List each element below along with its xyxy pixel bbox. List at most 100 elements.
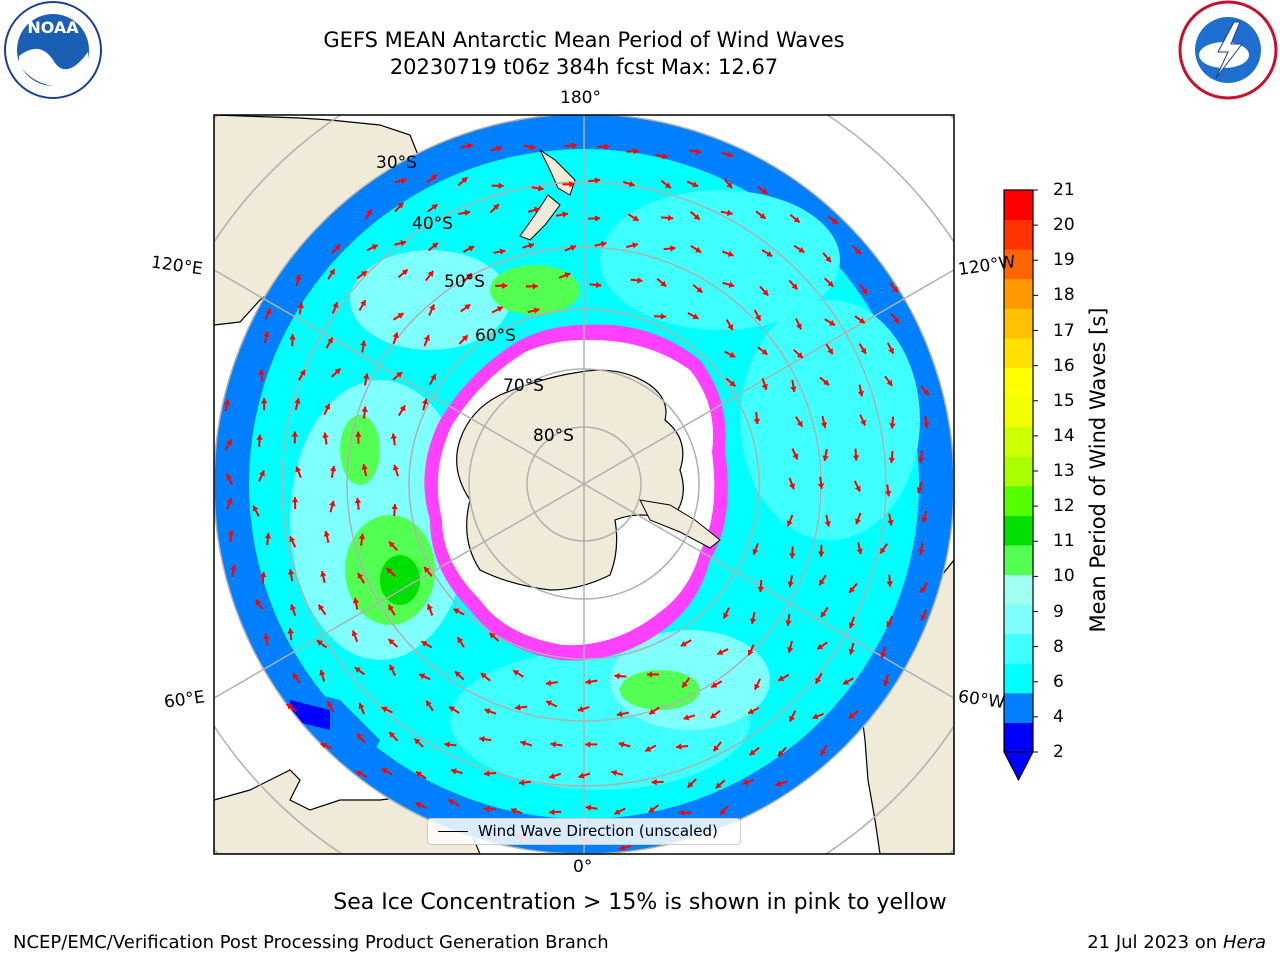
wind-wave-arrowhead [287, 628, 294, 634]
wind-wave-arrowhead [715, 782, 722, 789]
wind-wave-arrowhead [493, 204, 499, 211]
wind-wave-arrowhead [824, 521, 831, 527]
wind-wave-arrowhead [518, 779, 525, 786]
colorbar-tick-label: 16 [1053, 355, 1075, 376]
nws-logo [1178, 0, 1278, 100]
wind-wave-arrowhead [289, 604, 297, 611]
wind-wave-arrowhead [264, 533, 272, 539]
wind-wave-arrowhead [682, 681, 688, 688]
wind-wave-arrowhead [449, 706, 456, 713]
wind-wave-arrowhead [729, 351, 736, 358]
colorbar-segment [1004, 426, 1033, 457]
wind-wave-arrowhead [860, 419, 866, 426]
lat-label-60s: 60°S [475, 326, 516, 346]
wind-wave-arrowhead [545, 679, 552, 687]
wind-wave-arrowhead [230, 564, 237, 571]
wind-wave-arrowhead [723, 612, 729, 619]
wind-wave-arrowhead [431, 204, 438, 211]
wind-wave-arrowhead [546, 700, 553, 707]
wind-wave-arrowhead [484, 708, 491, 715]
wind-wave-arrowhead [757, 586, 765, 592]
wind-wave-arrowhead [322, 432, 329, 439]
wind-wave-arrowhead [360, 300, 366, 307]
colorbar-segment [1004, 308, 1033, 339]
wind-wave-arrowhead [660, 280, 667, 287]
wind-wave-arrowhead [787, 646, 794, 653]
colorbar-segment [1004, 249, 1033, 280]
wind-wave-arrowhead [464, 209, 471, 216]
wind-wave-arrowhead [679, 809, 685, 817]
wind-wave-arrowhead [227, 530, 235, 536]
footer-credit: NCEP/EMC/Verification Post Processing Pr… [13, 932, 609, 953]
antarctica-land [456, 369, 684, 591]
wind-wave-arrowhead [585, 678, 591, 685]
wind-wave-arrowhead [354, 497, 362, 504]
wind-wave-arrowhead [533, 307, 540, 314]
wind-wave-arrowhead [604, 143, 610, 150]
legend-label: Wind Wave Direction (unscaled) [478, 822, 718, 840]
wind-wave-arrowhead [753, 418, 761, 425]
wind-wave-arrowhead [670, 245, 676, 252]
wind-wave-arrowhead [618, 741, 625, 748]
wind-wave-arrowhead [426, 700, 432, 707]
wind-wave-arrowhead [854, 485, 861, 492]
wind-wave-arrowhead [918, 457, 925, 463]
wind-wave-arrowhead [468, 245, 475, 252]
wind-wave-arrowhead [742, 779, 749, 786]
wind-wave-arrowhead [645, 745, 652, 752]
wind-wave-arrowhead [761, 188, 768, 194]
wind-wave-arrowhead [857, 390, 865, 397]
wind-wave-arrowhead [687, 781, 694, 788]
wind-wave-arrowhead [727, 151, 734, 158]
wind-wave-arrowhead [464, 304, 471, 311]
colorbar-tick-label: 6 [1053, 671, 1064, 692]
wind-wave-arrowhead [329, 269, 335, 276]
wind-wave-arrowhead [319, 670, 326, 676]
wind-wave-arrowhead [749, 749, 756, 756]
wind-wave-arrowhead [414, 738, 421, 745]
wind-wave-arrowhead [664, 182, 671, 189]
wind-wave-arrowhead [484, 805, 490, 813]
wind-wave-arrowhead [320, 571, 327, 577]
wind-wave-arrowhead [226, 439, 232, 446]
wind-wave-arrowhead [366, 209, 372, 216]
wind-wave-arrowhead [327, 701, 333, 708]
wind-wave-arrowhead [754, 683, 760, 690]
wind-wave-arrowhead [749, 618, 757, 624]
wind-wave-arrowhead [796, 420, 803, 427]
noaa-text: NOAA [27, 18, 79, 37]
wind-wave-arrowhead [660, 313, 667, 320]
wind-wave-arrowhead [360, 340, 367, 347]
colorbar-segment [1004, 456, 1033, 487]
wind-wave-arrowhead [887, 519, 894, 526]
wind-wave-arrowhead [727, 250, 734, 257]
wind-wave-arrowhead [761, 383, 768, 390]
wind-wave-arrowhead [856, 548, 863, 555]
wind-wave-arrowhead [423, 335, 430, 341]
wind-wave-arrowhead [710, 712, 717, 719]
wind-wave-arrowhead [888, 457, 896, 464]
wind-wave-arrowhead [713, 745, 720, 752]
wind-wave-arrowhead [318, 604, 325, 611]
wind-wave-arrowhead [676, 743, 682, 750]
wind-wave-arrowhead [817, 483, 825, 489]
wind-wave-arrowhead [329, 500, 336, 507]
wind-wave-arrowhead [226, 473, 232, 480]
wind-wave-arrowhead [594, 177, 601, 184]
wind-wave-arrowhead [397, 313, 404, 319]
wind-wave-arrowhead [893, 317, 899, 323]
colorbar-segment [1004, 574, 1033, 605]
wind-wave-arrowhead [223, 399, 231, 406]
wind-wave-arrowhead [578, 772, 585, 779]
wind-wave-arrowhead [538, 185, 544, 192]
wind-wave-arrowhead [920, 614, 927, 621]
wind-wave-arrowhead [879, 652, 887, 659]
wind-wave-arrowhead [352, 597, 360, 604]
wind-wave-arrowhead [550, 741, 557, 748]
wind-wave-arrowhead [258, 470, 265, 477]
wind-wave-arrowhead [358, 703, 365, 710]
wind-wave-arrowhead [683, 714, 690, 721]
wind-wave-arrowhead [332, 302, 339, 309]
wind-wave-arrowhead [324, 403, 331, 410]
